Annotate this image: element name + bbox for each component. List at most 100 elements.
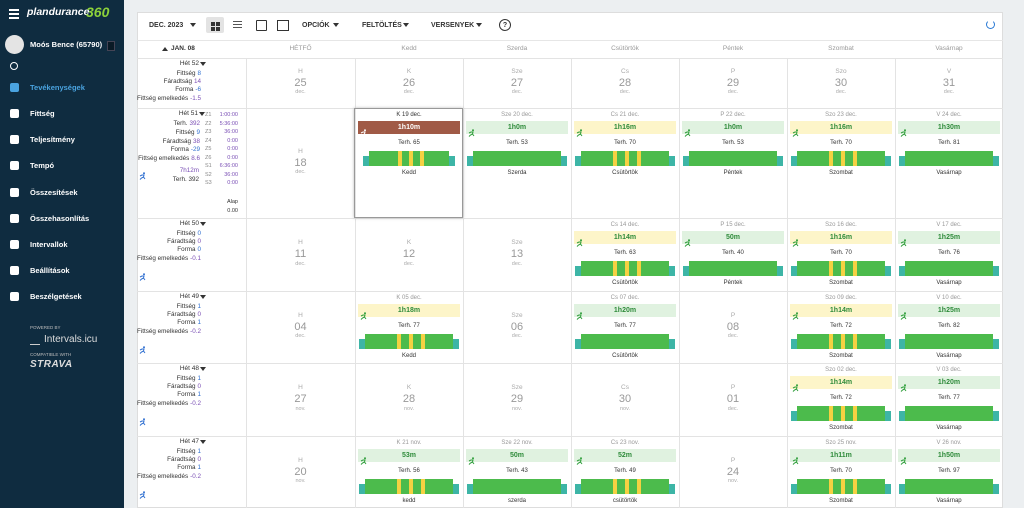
menu-item[interactable]: Teljesítmény	[30, 135, 75, 145]
profile-interval	[420, 151, 425, 166]
menu-toggle[interactable]	[9, 9, 19, 11]
menu-item[interactable]: Beszélgetések	[30, 292, 82, 302]
menu-toggle[interactable]	[9, 17, 19, 19]
runner-icon	[900, 379, 908, 392]
workout-bar[interactable]	[898, 231, 1000, 244]
zone-label: Z3	[205, 129, 212, 136]
refresh[interactable]	[986, 20, 995, 29]
month-select[interactable]: DEC. 2023	[149, 21, 184, 29]
workout-bar[interactable]	[574, 231, 676, 244]
workout-bar[interactable]	[790, 304, 892, 317]
caret	[200, 367, 206, 371]
toolbar-menu[interactable]: FELTÖLTÉS	[362, 21, 402, 29]
stat-line: Fittség emelkedés -0.2	[91, 328, 201, 336]
zone-value: 0:00	[227, 180, 238, 187]
workout-bar[interactable]	[898, 376, 1000, 389]
stat-label: Forma	[177, 246, 196, 254]
workout-bar[interactable]	[574, 304, 676, 317]
menu-item[interactable]: Tevékenységek	[30, 83, 85, 93]
day-month: dec.	[403, 260, 415, 267]
day-month: dec.	[943, 89, 955, 96]
workout-bar[interactable]	[574, 121, 676, 134]
profile-interval	[853, 479, 857, 494]
day-num: 30	[618, 393, 632, 405]
menu-item[interactable]: Fittség	[30, 109, 55, 119]
search-icon[interactable]	[10, 62, 18, 70]
workout-bar[interactable]	[466, 449, 568, 462]
week-label[interactable]: Hét 51	[178, 109, 198, 117]
add-event[interactable]	[256, 20, 267, 31]
runner-icon	[576, 124, 584, 137]
day-abbr: H	[298, 311, 303, 319]
stat-value: 0	[197, 246, 201, 254]
workout-day: Szombat	[829, 498, 853, 504]
week-label[interactable]: Hét 52	[179, 59, 199, 67]
workout-bar[interactable]	[574, 449, 676, 462]
workout-bar[interactable]	[790, 449, 892, 462]
view-grid[interactable]	[206, 17, 224, 33]
workout-load: Terh. 43	[506, 468, 528, 474]
menu-item[interactable]: Összesítések	[30, 188, 78, 198]
intervals-icon	[30, 336, 40, 345]
menu-item[interactable]: Összehasonlítás	[30, 214, 90, 224]
menu-item[interactable]: Tempó	[30, 161, 55, 171]
week-label[interactable]: Hét 48	[179, 364, 199, 372]
week-label[interactable]: Hét 50	[179, 219, 199, 227]
view-list[interactable]	[233, 21, 242, 23]
menu-toggle[interactable]	[9, 13, 19, 15]
workout-bar[interactable]	[358, 449, 460, 462]
day-abbr: P	[730, 67, 736, 75]
help: ?	[502, 21, 508, 29]
menu-icon	[10, 161, 19, 170]
stat-value: -0.2	[190, 327, 201, 335]
zone-value: 36:00	[224, 171, 238, 178]
workout-bar[interactable]	[682, 231, 784, 244]
runner-icon	[468, 452, 476, 465]
workout-bar[interactable]	[898, 304, 1000, 317]
jump-date[interactable]: JAN. 08	[171, 44, 195, 52]
workout-duration: 1h25m	[937, 234, 961, 241]
day-abbr: K	[406, 239, 412, 247]
stat-value: 0	[197, 230, 201, 237]
workout-bar[interactable]	[466, 121, 568, 134]
view-list[interactable]	[233, 27, 242, 29]
intervals-logo: Intervals.icu	[44, 334, 98, 345]
menu-item[interactable]: Intervallok	[30, 240, 68, 250]
workout-load: Terh. 70	[830, 140, 852, 146]
week-label[interactable]: Hét 49	[179, 292, 199, 300]
stat-line: Fittség 1	[91, 303, 201, 311]
profile-interval	[409, 479, 413, 494]
workout-date: Cs 07 dec.	[610, 295, 640, 301]
workout-bar[interactable]	[682, 121, 784, 134]
workout-bar[interactable]	[358, 304, 460, 317]
workout-date: Cs 14 dec.	[610, 222, 640, 228]
workout-bar[interactable]	[790, 121, 892, 134]
caret	[200, 295, 206, 299]
workout-load: Terh. 72	[830, 323, 852, 329]
workout-duration: 1h0m	[507, 124, 527, 131]
day-abbr: H	[298, 456, 303, 464]
toolbar-menu[interactable]: VERSENYEK	[431, 21, 475, 29]
profile-end	[899, 156, 905, 166]
workout-bar[interactable]	[358, 121, 460, 134]
stat-value: 1	[197, 391, 201, 399]
plans-icon[interactable]	[277, 20, 289, 31]
menu-item[interactable]: Beállítások	[30, 266, 70, 276]
workout-duration: 1h20m	[937, 379, 961, 386]
workout-bar[interactable]	[790, 376, 892, 389]
view-list[interactable]	[233, 24, 242, 26]
workout-day: Csütörtök	[612, 280, 638, 286]
toolbar-menu[interactable]: OPCIÓK	[302, 21, 330, 29]
profile-end	[575, 156, 581, 166]
stat-line: Fittség 0	[91, 230, 201, 238]
help-circle[interactable]	[499, 19, 511, 31]
day-num: 27	[510, 76, 524, 89]
user-name[interactable]: Moós Bence (65790)	[30, 40, 103, 50]
week-label[interactable]: Hét 47	[179, 437, 199, 445]
workout-bar[interactable]	[790, 231, 892, 244]
col-line	[679, 58, 680, 508]
runner-icon	[900, 307, 908, 320]
stat-label: Forma	[175, 86, 194, 94]
workout-bar[interactable]	[898, 121, 1000, 134]
workout-bar[interactable]	[898, 449, 1000, 462]
